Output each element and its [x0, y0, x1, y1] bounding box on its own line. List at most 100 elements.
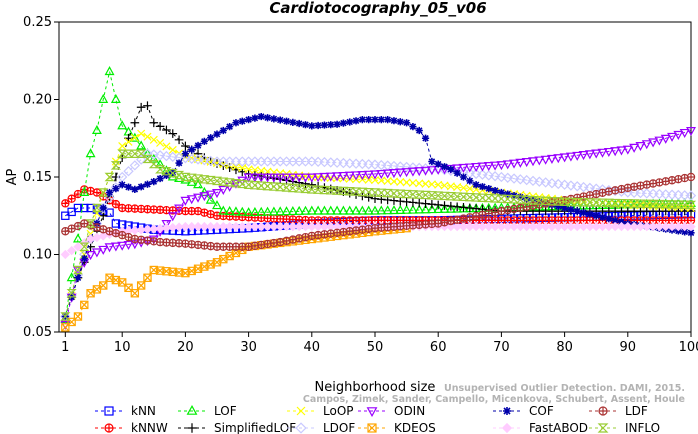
point-marker	[351, 205, 362, 215]
point-marker	[660, 189, 671, 200]
watermark-line2: Campos, Zimek, Sander, Campello, Micenko…	[303, 394, 685, 405]
point-marker	[642, 221, 652, 232]
point-marker	[162, 125, 171, 135]
point-marker	[477, 193, 488, 202]
point-marker	[395, 161, 406, 172]
point-marker	[426, 191, 437, 200]
point-marker	[224, 178, 235, 187]
point-marker	[80, 254, 88, 262]
y-tick-label: 0.25	[23, 15, 52, 30]
point-marker	[534, 221, 544, 232]
point-marker	[407, 167, 418, 177]
point-marker	[679, 128, 690, 139]
point-marker	[268, 182, 279, 191]
legend-label: LoOP	[323, 404, 354, 418]
point-marker	[306, 173, 317, 183]
point-marker	[616, 146, 627, 156]
point-marker	[269, 221, 279, 232]
point-marker	[357, 171, 368, 181]
point-marker	[433, 200, 443, 210]
point-marker	[155, 159, 166, 169]
series-kdeos	[61, 223, 411, 332]
legend-item: LDOF	[287, 421, 355, 434]
point-marker	[186, 153, 197, 165]
point-marker	[523, 195, 531, 203]
point-marker	[218, 205, 229, 215]
point-marker	[333, 120, 341, 128]
point-marker	[326, 184, 336, 194]
point-marker	[667, 221, 677, 232]
point-marker	[218, 177, 229, 186]
point-marker	[137, 281, 146, 290]
point-marker	[483, 170, 494, 181]
point-marker	[243, 207, 254, 217]
point-marker	[579, 209, 588, 217]
point-marker	[426, 166, 437, 176]
y-tick-label: 0.20	[23, 93, 52, 108]
point-marker	[446, 201, 456, 211]
point-marker	[124, 283, 133, 293]
point-marker	[407, 162, 419, 173]
point-marker	[187, 423, 197, 433]
point-marker	[300, 221, 311, 232]
point-marker	[515, 158, 526, 168]
point-marker	[136, 149, 147, 158]
point-marker	[130, 289, 140, 298]
point-marker	[673, 189, 684, 201]
point-marker	[207, 210, 215, 218]
point-marker	[446, 221, 456, 232]
point-marker	[268, 206, 279, 216]
point-marker	[350, 187, 362, 196]
point-marker	[105, 227, 114, 235]
point-marker	[98, 188, 109, 197]
point-marker	[459, 173, 468, 181]
point-marker	[344, 171, 355, 181]
legend-item: KDEOS	[358, 421, 436, 434]
point-marker	[199, 175, 210, 184]
point-marker	[465, 203, 475, 213]
point-marker	[666, 189, 678, 200]
point-marker	[591, 221, 601, 232]
point-marker	[205, 175, 216, 185]
legend-label: LOF	[214, 404, 237, 418]
point-marker	[61, 323, 70, 332]
point-marker	[344, 205, 355, 215]
legend: kNN kNNW LOF SimplifiedLOF LoOP LDOF ODIN KDEOS…	[95, 404, 660, 434]
point-marker	[439, 191, 450, 201]
point-marker	[578, 181, 589, 193]
point-marker	[528, 221, 538, 232]
point-marker	[477, 162, 488, 172]
point-marker	[622, 199, 633, 208]
point-marker	[325, 157, 336, 168]
point-marker	[540, 155, 551, 165]
point-marker	[243, 180, 254, 189]
point-marker	[641, 188, 652, 199]
point-marker	[376, 188, 387, 198]
point-marker	[395, 189, 406, 198]
point-marker	[687, 229, 695, 237]
point-marker	[415, 126, 423, 135]
point-marker	[515, 221, 526, 232]
point-marker	[408, 178, 417, 187]
point-marker	[149, 135, 158, 144]
point-marker	[237, 221, 247, 232]
point-marker	[389, 177, 398, 186]
point-marker	[591, 198, 602, 207]
point-marker	[648, 221, 658, 232]
point-marker	[376, 169, 387, 180]
point-marker	[249, 181, 260, 190]
point-marker	[440, 201, 449, 210]
point-marker	[61, 199, 69, 207]
point-marker	[553, 178, 564, 190]
point-marker	[262, 181, 273, 191]
point-marker	[249, 206, 260, 216]
point-marker	[491, 186, 499, 195]
point-marker	[66, 272, 77, 282]
point-marker	[155, 122, 165, 131]
point-marker	[605, 215, 613, 223]
point-marker	[408, 198, 418, 207]
point-marker	[180, 153, 191, 164]
point-marker	[687, 173, 695, 181]
point-marker	[155, 165, 166, 174]
point-marker	[388, 169, 399, 179]
